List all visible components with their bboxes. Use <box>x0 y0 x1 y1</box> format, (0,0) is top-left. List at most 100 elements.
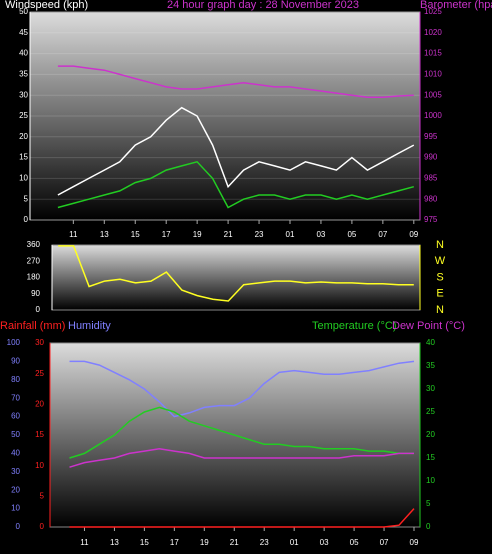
x-tick-label: 17 <box>162 230 171 239</box>
y2-tick-label: 985 <box>424 174 438 183</box>
y-tick-label: 360 <box>27 240 41 249</box>
y-label: Windspeed (kph) <box>5 0 88 11</box>
y-tick-label: 0 <box>36 305 41 314</box>
series-line <box>69 360 415 418</box>
series-line <box>69 406 414 459</box>
y2-tick-label: 5 <box>426 499 431 508</box>
y2-tick-label: 995 <box>424 132 438 141</box>
legend-label: Humidity <box>68 320 111 332</box>
y2-tick-label: 40 <box>426 338 435 347</box>
y-tick-label: 90 <box>31 289 40 298</box>
y2-tick-label: 975 <box>424 215 438 224</box>
y-tick-label: 270 <box>27 256 41 265</box>
y-tick-label: 45 <box>19 28 28 37</box>
x-tick-label: 11 <box>80 538 89 547</box>
y-tick-label: 10 <box>35 461 44 470</box>
y2-tick-label: 1020 <box>424 28 442 37</box>
series-line <box>57 160 414 209</box>
y2-tick-label: N <box>436 239 444 251</box>
x-tick-label: 13 <box>100 230 109 239</box>
y3-tick-label: 20 <box>11 485 20 494</box>
y3-tick-label: 30 <box>11 467 20 476</box>
y2-tick-label: 980 <box>424 194 438 203</box>
plot-area <box>51 244 421 311</box>
y2-tick-label: 30 <box>426 384 435 393</box>
x-tick-label: 07 <box>380 538 389 547</box>
y-tick-label: 180 <box>27 273 41 282</box>
x-tick-label: 21 <box>230 538 239 547</box>
series-line <box>57 106 415 196</box>
y2-tick-label: 35 <box>426 361 435 370</box>
y3-tick-label: 60 <box>11 412 20 421</box>
y2-tick-label: 1025 <box>424 7 442 16</box>
y2-tick-label: N <box>436 304 444 316</box>
y2-tick-label: 25 <box>426 407 435 416</box>
y-tick-label: 15 <box>35 430 44 439</box>
x-tick-label: 15 <box>131 230 140 239</box>
x-tick-label: 23 <box>260 538 269 547</box>
x-tick-label: 15 <box>140 538 149 547</box>
y-tick-label: 15 <box>19 153 28 162</box>
y2-tick-label: 1015 <box>424 49 442 58</box>
y3-tick-label: 80 <box>11 375 20 384</box>
y3-tick-label: 70 <box>11 393 20 402</box>
y3-tick-label: 100 <box>7 338 21 347</box>
x-tick-label: 09 <box>410 538 419 547</box>
y-tick-label: 25 <box>19 111 28 120</box>
y-tick-label: 5 <box>24 194 29 203</box>
series-line <box>69 508 415 528</box>
x-tick-label: 05 <box>347 230 356 239</box>
y-tick-label: 0 <box>40 522 45 531</box>
x-tick-label: 01 <box>286 230 295 239</box>
x-tick-label: 01 <box>290 538 299 547</box>
plot-area <box>29 11 421 221</box>
x-tick-label: 19 <box>200 538 209 547</box>
y2-tick-label: W <box>435 255 446 267</box>
y2-tick-label: 20 <box>426 430 435 439</box>
y-tick-label: 50 <box>19 7 28 16</box>
legend-label: Dew Point (°C) <box>392 320 465 332</box>
y3-tick-label: 90 <box>11 357 20 366</box>
y2-tick-label: E <box>436 288 443 300</box>
y2-tick-label: 0 <box>426 522 431 531</box>
x-tick-label: 03 <box>320 538 329 547</box>
y2-label: Barometer (hpa) <box>420 0 492 11</box>
y2-tick-label: 1005 <box>424 90 442 99</box>
legend-label: Temperature (°C) <box>312 320 396 332</box>
legend-label: Rainfall (mm) <box>0 320 65 332</box>
x-tick-label: 19 <box>193 230 202 239</box>
y2-tick-label: 1000 <box>424 111 442 120</box>
series-line <box>69 448 414 468</box>
x-tick-label: 03 <box>316 230 325 239</box>
x-tick-label: 05 <box>350 538 359 547</box>
x-tick-label: 09 <box>409 230 418 239</box>
y2-tick-label: 990 <box>424 153 438 162</box>
x-tick-label: 13 <box>110 538 119 547</box>
y3-tick-label: 10 <box>11 504 20 513</box>
y-tick-label: 40 <box>19 49 28 58</box>
y3-tick-label: 50 <box>11 430 20 439</box>
x-tick-label: 21 <box>224 230 233 239</box>
y-tick-label: 35 <box>19 70 28 79</box>
y-tick-label: 0 <box>24 215 29 224</box>
series-line <box>58 245 414 302</box>
chart-title: 24 hour graph day : 28 November 2023 <box>167 0 359 11</box>
y2-tick-label: 15 <box>426 453 435 462</box>
y2-tick-label: 10 <box>426 476 435 485</box>
y2-tick-label: S <box>436 271 443 283</box>
y-tick-label: 30 <box>19 90 28 99</box>
x-tick-label: 17 <box>170 538 179 547</box>
x-tick-label: 07 <box>378 230 387 239</box>
y2-tick-label: 1010 <box>424 70 442 79</box>
x-tick-label: 23 <box>255 230 264 239</box>
y-tick-label: 20 <box>35 399 44 408</box>
y-tick-label: 10 <box>19 174 28 183</box>
y-tick-label: 25 <box>35 369 44 378</box>
y-tick-label: 20 <box>19 132 28 141</box>
y3-tick-label: 40 <box>11 449 20 458</box>
y-tick-label: 5 <box>40 491 45 500</box>
y3-tick-label: 0 <box>16 522 21 531</box>
x-tick-label: 11 <box>69 230 78 239</box>
